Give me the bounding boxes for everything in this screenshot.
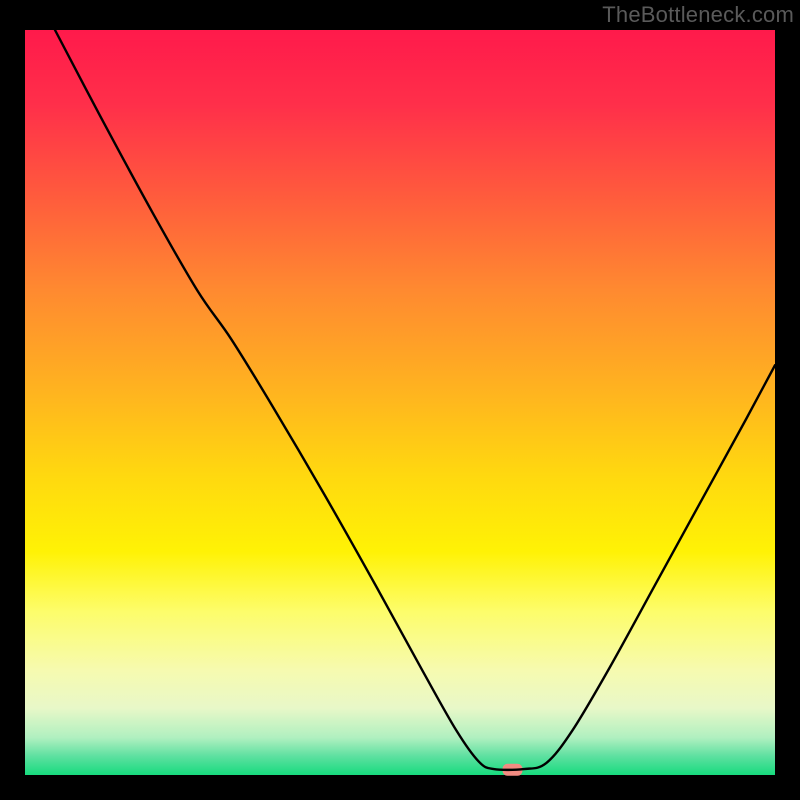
plot-area xyxy=(25,30,775,775)
chart-container: { "meta": { "watermark": "TheBottleneck.… xyxy=(0,0,800,800)
bottleneck-chart xyxy=(0,0,800,800)
watermark-text: TheBottleneck.com xyxy=(602,2,794,28)
